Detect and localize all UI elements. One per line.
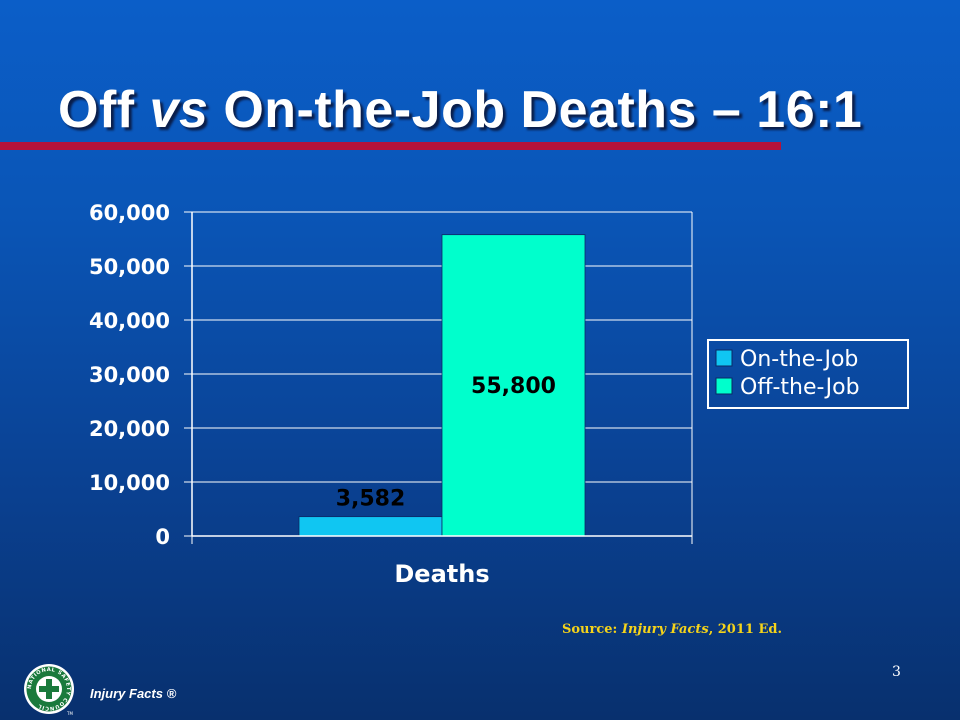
legend-box (707, 339, 909, 409)
y-tick-label: 10,000 (89, 471, 170, 495)
y-tick-label: 0 (155, 525, 170, 549)
y-tick-label: 20,000 (89, 417, 170, 441)
source-title: Injury Facts (621, 622, 709, 637)
title-vs: vs (149, 81, 209, 139)
bar-on-the-job (298, 516, 443, 537)
legend-swatch-on-the-job (715, 349, 733, 367)
source-citation: Source: Injury Facts, 2011 Ed. (562, 622, 782, 637)
legend-swatch-off-the-job (715, 377, 733, 395)
source-suffix: , 2011 Ed. (708, 622, 782, 637)
footer-label: Injury Facts ® (90, 686, 177, 701)
title-underline (0, 142, 781, 150)
y-axis-ticks: 0 10,000 20,000 30,000 40,000 50,000 60,000 Dea… (89, 201, 490, 588)
nsc-logo-icon: NATIONAL SAFETY COUNCIL TM (24, 664, 74, 716)
data-label-on-the-job: 3,582 (336, 487, 406, 512)
title-part-1: Off (58, 81, 150, 139)
legend-label-off-the-job: Off-the-Job (740, 375, 860, 400)
logo-cross-horizontal (39, 686, 59, 692)
chart-bars (298, 234, 586, 537)
page-number: 3 (892, 664, 901, 680)
x-category-label: Deaths (394, 560, 489, 588)
bar-off-the-job (441, 234, 586, 537)
chart-legend: On-the-Job Off-the-Job (707, 339, 909, 409)
source-prefix: Source: (562, 622, 622, 637)
y-tick-label: 60,000 (89, 201, 170, 225)
legend-label-on-the-job: On-the-Job (740, 347, 858, 372)
y-tick-label: 50,000 (89, 255, 170, 279)
bar-data-labels: 3,582 55,800 (336, 374, 556, 512)
y-tick-label: 30,000 (89, 363, 170, 387)
data-label-off-the-job: 55,800 (471, 374, 556, 399)
y-tick-label: 40,000 (89, 309, 170, 333)
title-part-2: On-the-Job Deaths – 16:1 (208, 81, 863, 139)
logo-trademark: TM (66, 711, 73, 716)
slide-title: Off vs On-the-Job Deaths – 16:1 (58, 80, 862, 140)
